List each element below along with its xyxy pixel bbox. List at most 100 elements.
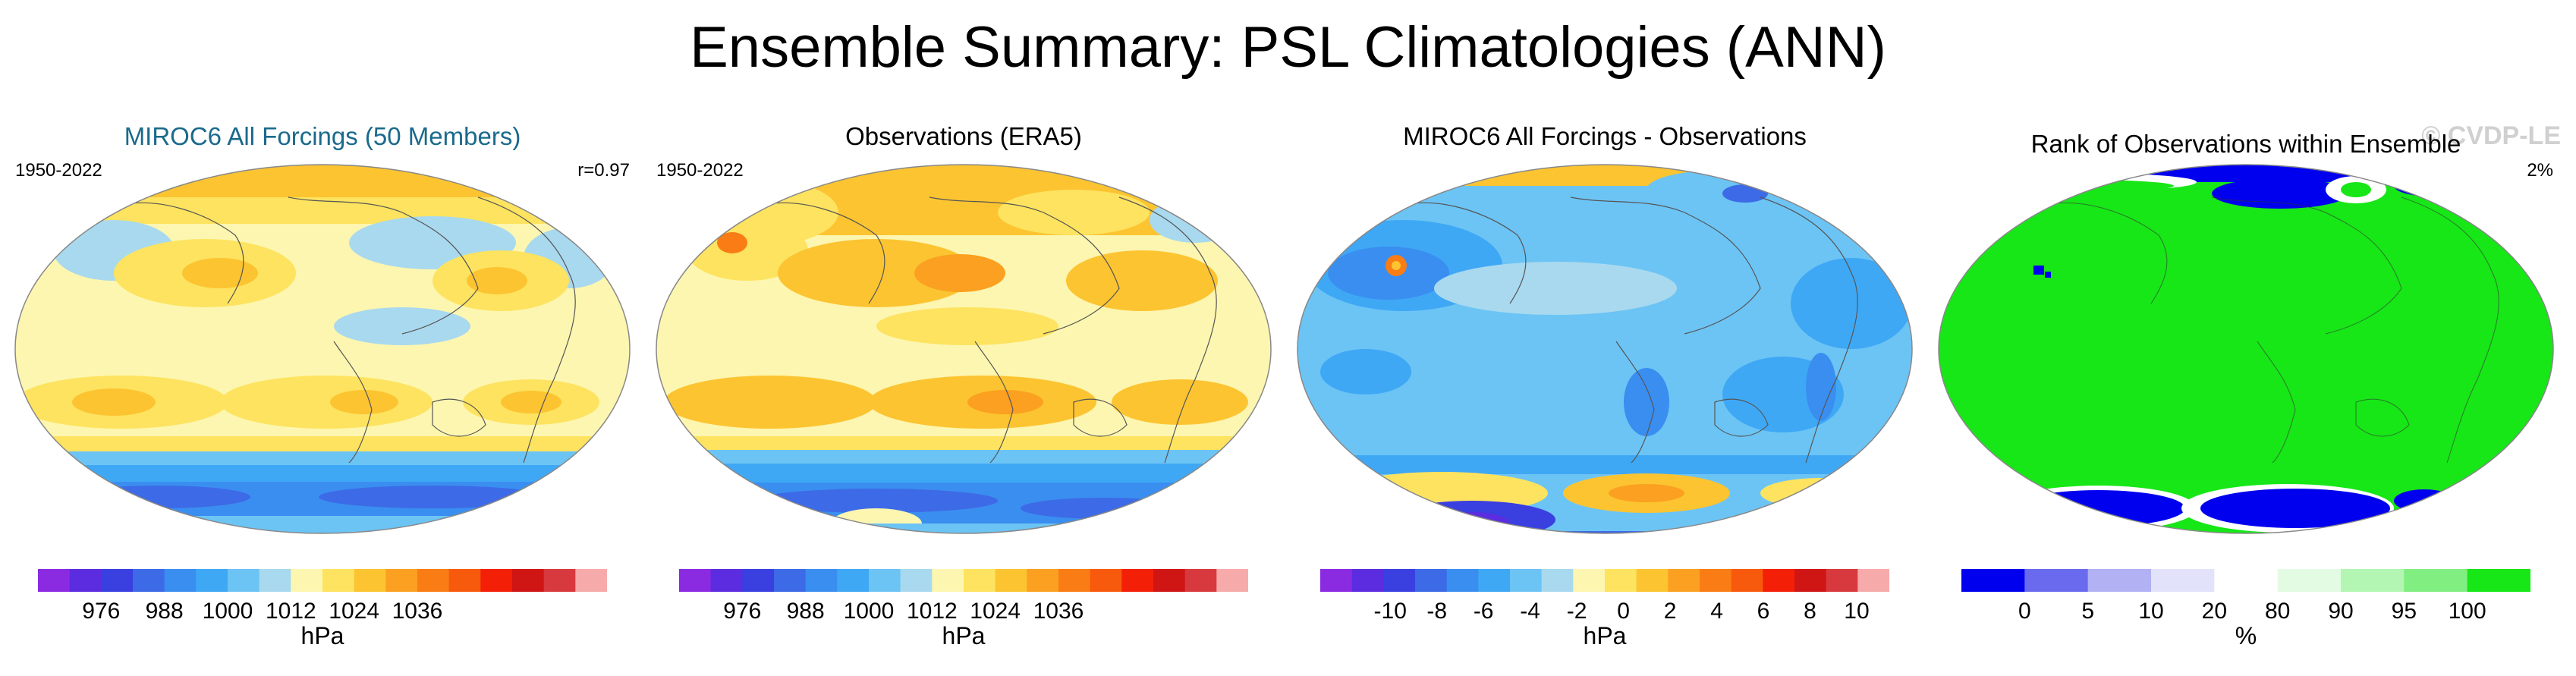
colorbar-segment bbox=[228, 569, 260, 592]
colorbar: 976 988 1000 1012 1024 1036 hPa bbox=[38, 569, 607, 668]
colorbar-tick-label: -10 bbox=[1373, 599, 1407, 624]
colorbar-segment bbox=[2341, 569, 2405, 592]
map-difference bbox=[1297, 164, 1913, 534]
colorbar-segment bbox=[2214, 569, 2279, 592]
colorbar-tick-label: 20 bbox=[2201, 599, 2228, 624]
colorbar-segment bbox=[1857, 569, 1889, 592]
pattern-correlation: r=0.97 bbox=[577, 160, 630, 181]
map-miroc6 bbox=[14, 164, 631, 534]
colorbar-segment bbox=[575, 569, 607, 592]
colorbar-tick-label: 80 bbox=[2264, 599, 2291, 624]
colorbar-segment bbox=[2151, 569, 2215, 592]
colorbar-segment bbox=[1826, 569, 1858, 592]
colorbar-segment bbox=[69, 569, 102, 592]
colorbar-segment bbox=[1794, 569, 1827, 592]
colorbar-segment bbox=[2404, 569, 2468, 592]
panel-observations: Observations (ERA5) 1950-2022 bbox=[649, 121, 1279, 676]
colorbar-segment bbox=[1090, 569, 1122, 592]
colorbar-tick-label: 0 bbox=[1617, 599, 1630, 624]
colorbar-segment bbox=[742, 569, 775, 592]
colorbar-segment bbox=[1153, 569, 1186, 592]
colorbar-segment bbox=[1636, 569, 1669, 592]
colorbar-tick-label: 1036 bbox=[392, 599, 443, 624]
colorbar-segment bbox=[448, 569, 481, 592]
colorbar: -10 -8 -6 -4 -2 0 2 4 6 8 10 hPa bbox=[1320, 569, 1889, 668]
colorbar-segment bbox=[1027, 569, 1059, 592]
colorbar-tick-label: 1036 bbox=[1033, 599, 1084, 624]
colorbar-segment bbox=[2024, 569, 2089, 592]
colorbar-segment bbox=[1320, 569, 1353, 592]
colorbar-segment bbox=[1700, 569, 1732, 592]
colorbar-tick-label: 0 bbox=[2018, 599, 2031, 624]
colorbar-segment bbox=[774, 569, 807, 592]
colorbar-segment bbox=[805, 569, 838, 592]
colorbar-segment bbox=[291, 569, 323, 592]
colorbar: 0 5 10 20 80 90 95 100 % bbox=[1961, 569, 2530, 668]
colorbar-segment bbox=[1478, 569, 1511, 592]
colorbar-tick-label: 988 bbox=[786, 599, 825, 624]
colorbar-segment bbox=[512, 569, 545, 592]
colorbar-segment bbox=[1510, 569, 1543, 592]
colorbar-segment bbox=[1961, 569, 2025, 592]
colorbar-segment bbox=[385, 569, 418, 592]
colorbar-segment bbox=[995, 569, 1027, 592]
colorbar-tick-label: 5 bbox=[2081, 599, 2094, 624]
colorbar-segment bbox=[1668, 569, 1700, 592]
colorbar-tick-label: 4 bbox=[1710, 599, 1723, 624]
panel-title: MIROC6 All Forcings (50 Members) bbox=[124, 122, 521, 150]
colorbar-segment bbox=[900, 569, 933, 592]
colorbar-segment bbox=[1446, 569, 1479, 592]
colorbar-tick-label: 8 bbox=[1804, 599, 1816, 624]
colorbar-tick-label: -8 bbox=[1426, 599, 1448, 624]
colorbar-tick-label: 2 bbox=[1663, 599, 1677, 624]
colorbar-segment bbox=[932, 569, 964, 592]
map-rank bbox=[1938, 164, 2554, 534]
colorbar-segment bbox=[322, 569, 355, 592]
colorbar-tick-label: 1012 bbox=[906, 599, 958, 624]
colorbar-segment bbox=[2087, 569, 2152, 592]
colorbar-segment bbox=[679, 569, 712, 592]
colorbar-tick-label: -6 bbox=[1473, 599, 1494, 624]
colorbar-tick-label: 10 bbox=[1844, 599, 1870, 624]
colorbar-segment bbox=[101, 569, 134, 592]
map-observations bbox=[656, 164, 1272, 534]
colorbar-segment bbox=[1573, 569, 1606, 592]
colorbar-tick-label: 976 bbox=[723, 599, 762, 624]
colorbar-tick-label: 95 bbox=[2391, 599, 2417, 624]
colorbar-tick-label: 1024 bbox=[329, 599, 380, 624]
colorbar-segment bbox=[1351, 569, 1384, 592]
watermark: © CVDP-LE bbox=[2421, 121, 2561, 150]
colorbar-segment bbox=[2277, 569, 2342, 592]
colorbar-segment bbox=[480, 569, 513, 592]
units-label: hPa bbox=[1583, 622, 1627, 649]
panel-difference: MIROC6 All Forcings - Observations bbox=[1290, 121, 1920, 676]
colorbar-segment bbox=[354, 569, 386, 592]
colorbar-tick-label: 100 bbox=[2448, 599, 2486, 624]
colorbar-segment bbox=[543, 569, 576, 592]
colorbar-tick-label: 1024 bbox=[970, 599, 1021, 624]
panel-miroc6-climatology: MIROC6 All Forcings (50 Members) 1950-20… bbox=[8, 121, 637, 676]
colorbar: 976 988 1000 1012 1024 1036 hPa bbox=[679, 569, 1248, 668]
colorbar-segment bbox=[1415, 569, 1448, 592]
colorbar-segment bbox=[1763, 569, 1795, 592]
colorbar-tick-label: 988 bbox=[145, 599, 184, 624]
rank-percent: 2% bbox=[2527, 160, 2553, 181]
colorbar-segment bbox=[869, 569, 901, 592]
colorbar-tick-label: 10 bbox=[2138, 599, 2164, 624]
panel-title: Observations (ERA5) bbox=[845, 122, 1082, 150]
colorbar-tick-label: 1000 bbox=[843, 599, 895, 624]
colorbar-segment bbox=[164, 569, 197, 592]
panel-title: MIROC6 All Forcings - Observations bbox=[1403, 122, 1807, 150]
colorbar-segment bbox=[1184, 569, 1217, 592]
units-label: hPa bbox=[942, 622, 986, 649]
colorbar-segment bbox=[1121, 569, 1154, 592]
colorbar-tick-label: -4 bbox=[1520, 599, 1540, 624]
colorbar-segment bbox=[1605, 569, 1637, 592]
colorbar-segment bbox=[1731, 569, 1763, 592]
colorbar-segment bbox=[196, 569, 228, 592]
colorbar-tick-label: 1012 bbox=[265, 599, 316, 624]
units-label: hPa bbox=[300, 622, 344, 649]
colorbar-segment bbox=[2467, 569, 2530, 592]
panel-rank: © CVDP-LE Rank of Observations within En… bbox=[1931, 121, 2561, 676]
panel-title: Rank of Observations within Ensemble bbox=[2030, 130, 2461, 158]
